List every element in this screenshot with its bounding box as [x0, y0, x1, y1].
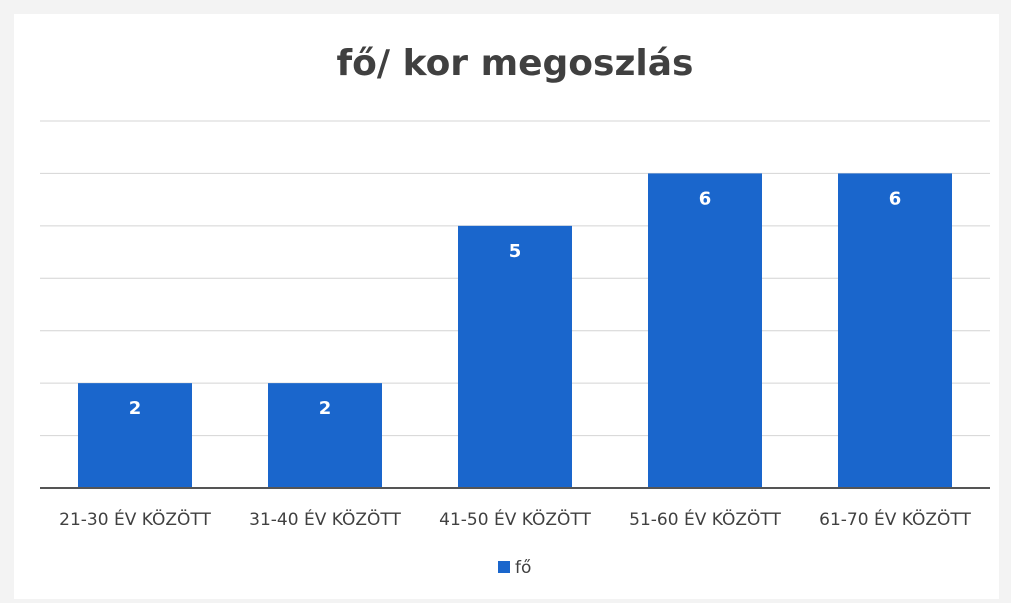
- data-label: 6: [699, 188, 712, 209]
- bar: [268, 383, 382, 488]
- legend-label: fő: [515, 558, 531, 578]
- x-tick-label: 51-60 ÉV KÖZÖTT: [629, 508, 781, 530]
- data-label: 5: [509, 241, 522, 262]
- x-tick-label: 31-40 ÉV KÖZÖTT: [249, 508, 401, 530]
- bar: [458, 225, 572, 488]
- legend-swatch: [498, 561, 510, 573]
- chart-title: fő/ kor megoszlás: [337, 43, 694, 84]
- x-tick-label: 41-50 ÉV KÖZÖTT: [439, 508, 591, 530]
- data-label: 2: [319, 398, 332, 419]
- x-tick-label: 61-70 ÉV KÖZÖTT: [819, 508, 971, 530]
- data-label: 2: [129, 398, 142, 419]
- bar: [648, 173, 762, 488]
- x-tick-label: 21-30 ÉV KÖZÖTT: [59, 508, 211, 530]
- bar: [78, 383, 192, 488]
- bar: [838, 173, 952, 488]
- data-label: 6: [889, 188, 902, 209]
